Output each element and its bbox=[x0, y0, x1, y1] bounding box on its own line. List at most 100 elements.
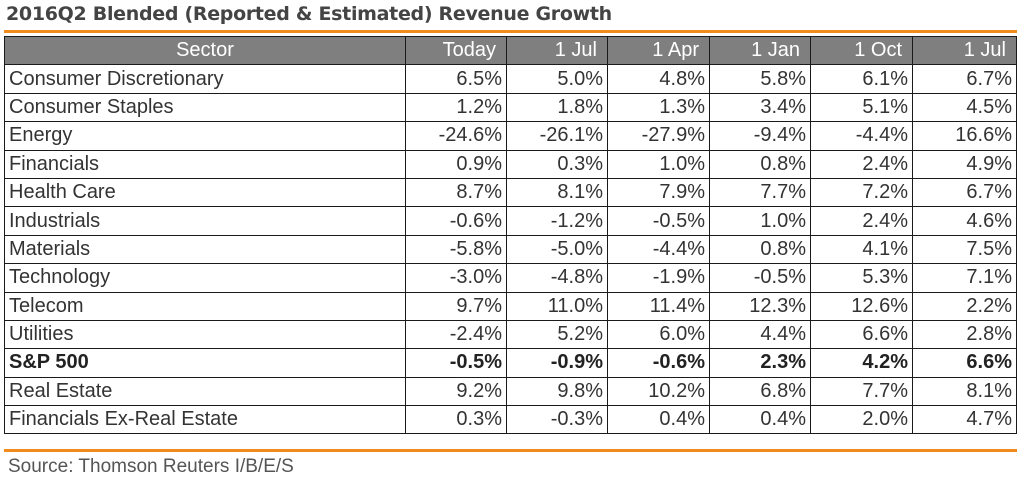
table-body: Consumer Discretionary 6.5% 5.0% 4.8% 5.8% 6.… bbox=[4, 64, 1017, 435]
value-cell: -3.0% bbox=[405, 263, 507, 293]
value-cell: -27.9% bbox=[607, 121, 710, 151]
value-cell: 5.1% bbox=[810, 92, 913, 123]
value-cell: -5.8% bbox=[405, 234, 507, 265]
value-cell: 2.4% bbox=[810, 206, 913, 236]
sector-cell: Real Estate bbox=[4, 376, 406, 407]
value-cell: 0.8% bbox=[709, 234, 811, 265]
value-cell: 0.8% bbox=[709, 149, 811, 179]
value-cell: 2.8% bbox=[912, 319, 1017, 350]
column-header-6: 1 Jul bbox=[912, 35, 1017, 66]
value-cell: 2.3% bbox=[709, 348, 811, 378]
value-cell: -4.4% bbox=[607, 234, 710, 265]
table-header-row: Sector Today 1 Jul 1 Apr 1 Jan 1 Oct 1 Jul bbox=[4, 35, 1017, 66]
value-cell: 2.0% bbox=[810, 405, 913, 435]
bottom-accent-rule bbox=[4, 449, 1017, 452]
value-cell: 6.5% bbox=[405, 64, 507, 94]
column-header-1: Today bbox=[405, 35, 507, 66]
table-row: S&P 500 -0.5% -0.9% -0.6% 2.3% 4.2% 6.6% bbox=[4, 348, 1017, 378]
value-cell: 4.2% bbox=[810, 348, 913, 378]
value-cell: 0.3% bbox=[405, 405, 507, 435]
value-cell: -4.8% bbox=[506, 263, 608, 293]
value-cell: 4.9% bbox=[912, 149, 1017, 179]
table-row: Industrials -0.6% -1.2% -0.5% 1.0% 2.4% 4.6% bbox=[4, 206, 1017, 236]
value-cell: 8.1% bbox=[912, 376, 1017, 407]
value-cell: 1.0% bbox=[709, 206, 811, 236]
sector-cell: Financials Ex-Real Estate bbox=[4, 405, 406, 435]
sector-cell: Technology bbox=[4, 263, 406, 293]
value-cell: 12.6% bbox=[810, 291, 913, 321]
sector-cell: Financials bbox=[4, 149, 406, 179]
table-row: Consumer Discretionary 6.5% 5.0% 4.8% 5.8% 6.… bbox=[4, 64, 1017, 94]
value-cell: 7.1% bbox=[912, 263, 1017, 293]
value-cell: -9.4% bbox=[709, 121, 811, 151]
value-cell: 2.2% bbox=[912, 291, 1017, 321]
value-cell: 1.3% bbox=[607, 92, 710, 123]
value-cell: 5.2% bbox=[506, 319, 608, 350]
value-cell: 2.4% bbox=[810, 149, 913, 179]
sector-cell: S&P 500 bbox=[4, 348, 406, 378]
value-cell: 4.7% bbox=[912, 405, 1017, 435]
table-row: Consumer Staples 1.2% 1.8% 1.3% 3.4% 5.1% 4.5% bbox=[4, 92, 1017, 123]
value-cell: 4.4% bbox=[709, 319, 811, 350]
value-cell: 6.7% bbox=[912, 177, 1017, 208]
sector-cell: Energy bbox=[4, 121, 406, 151]
source-note: Source: Thomson Reuters I/B/E/S bbox=[8, 456, 294, 477]
value-cell: -4.4% bbox=[810, 121, 913, 151]
sector-cell: Health Care bbox=[4, 177, 406, 208]
table-row: Materials -5.8% -5.0% -4.4% 0.8% 4.1% 7.5% bbox=[4, 234, 1017, 265]
value-cell: 7.9% bbox=[607, 177, 710, 208]
sector-cell: Materials bbox=[4, 234, 406, 265]
table-row: Telecom 9.7% 11.0% 11.4% 12.3% 12.6% 2.2% bbox=[4, 291, 1017, 321]
revenue-growth-table: Sector Today 1 Jul 1 Apr 1 Jan 1 Oct 1 Jul Con… bbox=[4, 35, 1017, 435]
value-cell: 8.1% bbox=[506, 177, 608, 208]
table-row: Energy -24.6% -26.1% -27.9% -9.4% -4.4% 16.6% bbox=[4, 121, 1017, 151]
table-row: Financials 0.9% 0.3% 1.0% 0.8% 2.4% 4.9% bbox=[4, 149, 1017, 179]
value-cell: 0.3% bbox=[506, 149, 608, 179]
value-cell: 6.8% bbox=[709, 376, 811, 407]
value-cell: 5.3% bbox=[810, 263, 913, 293]
value-cell: 9.2% bbox=[405, 376, 507, 407]
column-header-sector: Sector bbox=[4, 35, 406, 66]
value-cell: 4.6% bbox=[912, 206, 1017, 236]
value-cell: 0.4% bbox=[607, 405, 710, 435]
sector-cell: Industrials bbox=[4, 206, 406, 236]
value-cell: 9.7% bbox=[405, 291, 507, 321]
column-header-4: 1 Jan bbox=[709, 35, 811, 66]
table-row: Financials Ex-Real Estate 0.3% -0.3% 0.4% 0.… bbox=[4, 405, 1017, 435]
value-cell: -0.6% bbox=[405, 206, 507, 236]
value-cell: 1.8% bbox=[506, 92, 608, 123]
value-cell: -1.2% bbox=[506, 206, 608, 236]
value-cell: 7.7% bbox=[709, 177, 811, 208]
value-cell: 1.0% bbox=[607, 149, 710, 179]
value-cell: 0.9% bbox=[405, 149, 507, 179]
table-row: Health Care 8.7% 8.1% 7.9% 7.7% 7.2% 6.7% bbox=[4, 177, 1017, 208]
value-cell: 4.8% bbox=[607, 64, 710, 94]
sector-cell: Utilities bbox=[4, 319, 406, 350]
value-cell: 4.5% bbox=[912, 92, 1017, 123]
value-cell: 7.5% bbox=[912, 234, 1017, 265]
sector-cell: Telecom bbox=[4, 291, 406, 321]
value-cell: -0.5% bbox=[607, 206, 710, 236]
value-cell: 6.0% bbox=[607, 319, 710, 350]
top-accent-rule bbox=[4, 30, 1017, 33]
column-header-5: 1 Oct bbox=[810, 35, 913, 66]
value-cell: 6.6% bbox=[912, 348, 1017, 378]
column-header-2: 1 Jul bbox=[506, 35, 608, 66]
value-cell: 11.0% bbox=[506, 291, 608, 321]
chart-title: 2016Q2 Blended (Reported & Estimated) Re… bbox=[6, 3, 612, 25]
value-cell: 5.0% bbox=[506, 64, 608, 94]
value-cell: 10.2% bbox=[607, 376, 710, 407]
table-row: Utilities -2.4% 5.2% 6.0% 4.4% 6.6% 2.8% bbox=[4, 319, 1017, 350]
table-row: Real Estate 9.2% 9.8% 10.2% 6.8% 7.7% 8.1% bbox=[4, 376, 1017, 407]
value-cell: 16.6% bbox=[912, 121, 1017, 151]
value-cell: -1.9% bbox=[607, 263, 710, 293]
table-row: Technology -3.0% -4.8% -1.9% -0.5% 5.3% 7.1% bbox=[4, 263, 1017, 293]
value-cell: 7.2% bbox=[810, 177, 913, 208]
column-header-3: 1 Apr bbox=[607, 35, 710, 66]
value-cell: 8.7% bbox=[405, 177, 507, 208]
value-cell: 3.4% bbox=[709, 92, 811, 123]
value-cell: -26.1% bbox=[506, 121, 608, 151]
value-cell: 5.8% bbox=[709, 64, 811, 94]
value-cell: -0.5% bbox=[405, 348, 507, 378]
value-cell: 4.1% bbox=[810, 234, 913, 265]
